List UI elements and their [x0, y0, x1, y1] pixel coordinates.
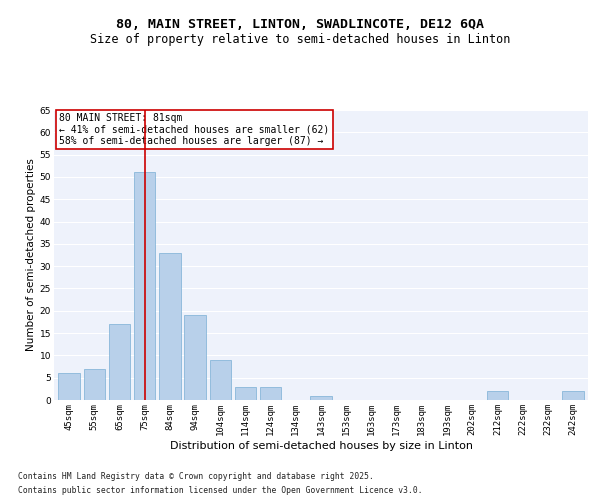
Bar	[235, 386, 256, 400]
Bar	[58, 373, 80, 400]
Bar	[83, 369, 105, 400]
Text: Contains public sector information licensed under the Open Government Licence v3: Contains public sector information licen…	[18, 486, 422, 495]
Text: 80 MAIN STREET: 81sqm
← 41% of semi-detached houses are smaller (62)
58% of semi: 80 MAIN STREET: 81sqm ← 41% of semi-deta…	[59, 113, 329, 146]
Bar	[159, 253, 181, 400]
Bar	[260, 386, 281, 400]
Bar	[562, 391, 584, 400]
X-axis label: Distribution of semi-detached houses by size in Linton: Distribution of semi-detached houses by …	[170, 440, 473, 450]
Bar	[134, 172, 155, 400]
Text: Contains HM Land Registry data © Crown copyright and database right 2025.: Contains HM Land Registry data © Crown c…	[18, 472, 374, 481]
Bar	[310, 396, 332, 400]
Bar	[209, 360, 231, 400]
Text: Size of property relative to semi-detached houses in Linton: Size of property relative to semi-detach…	[90, 32, 510, 46]
Y-axis label: Number of semi-detached properties: Number of semi-detached properties	[26, 158, 35, 352]
Bar	[184, 315, 206, 400]
Bar	[487, 391, 508, 400]
Text: 80, MAIN STREET, LINTON, SWADLINCOTE, DE12 6QA: 80, MAIN STREET, LINTON, SWADLINCOTE, DE…	[116, 18, 484, 30]
Bar	[109, 324, 130, 400]
